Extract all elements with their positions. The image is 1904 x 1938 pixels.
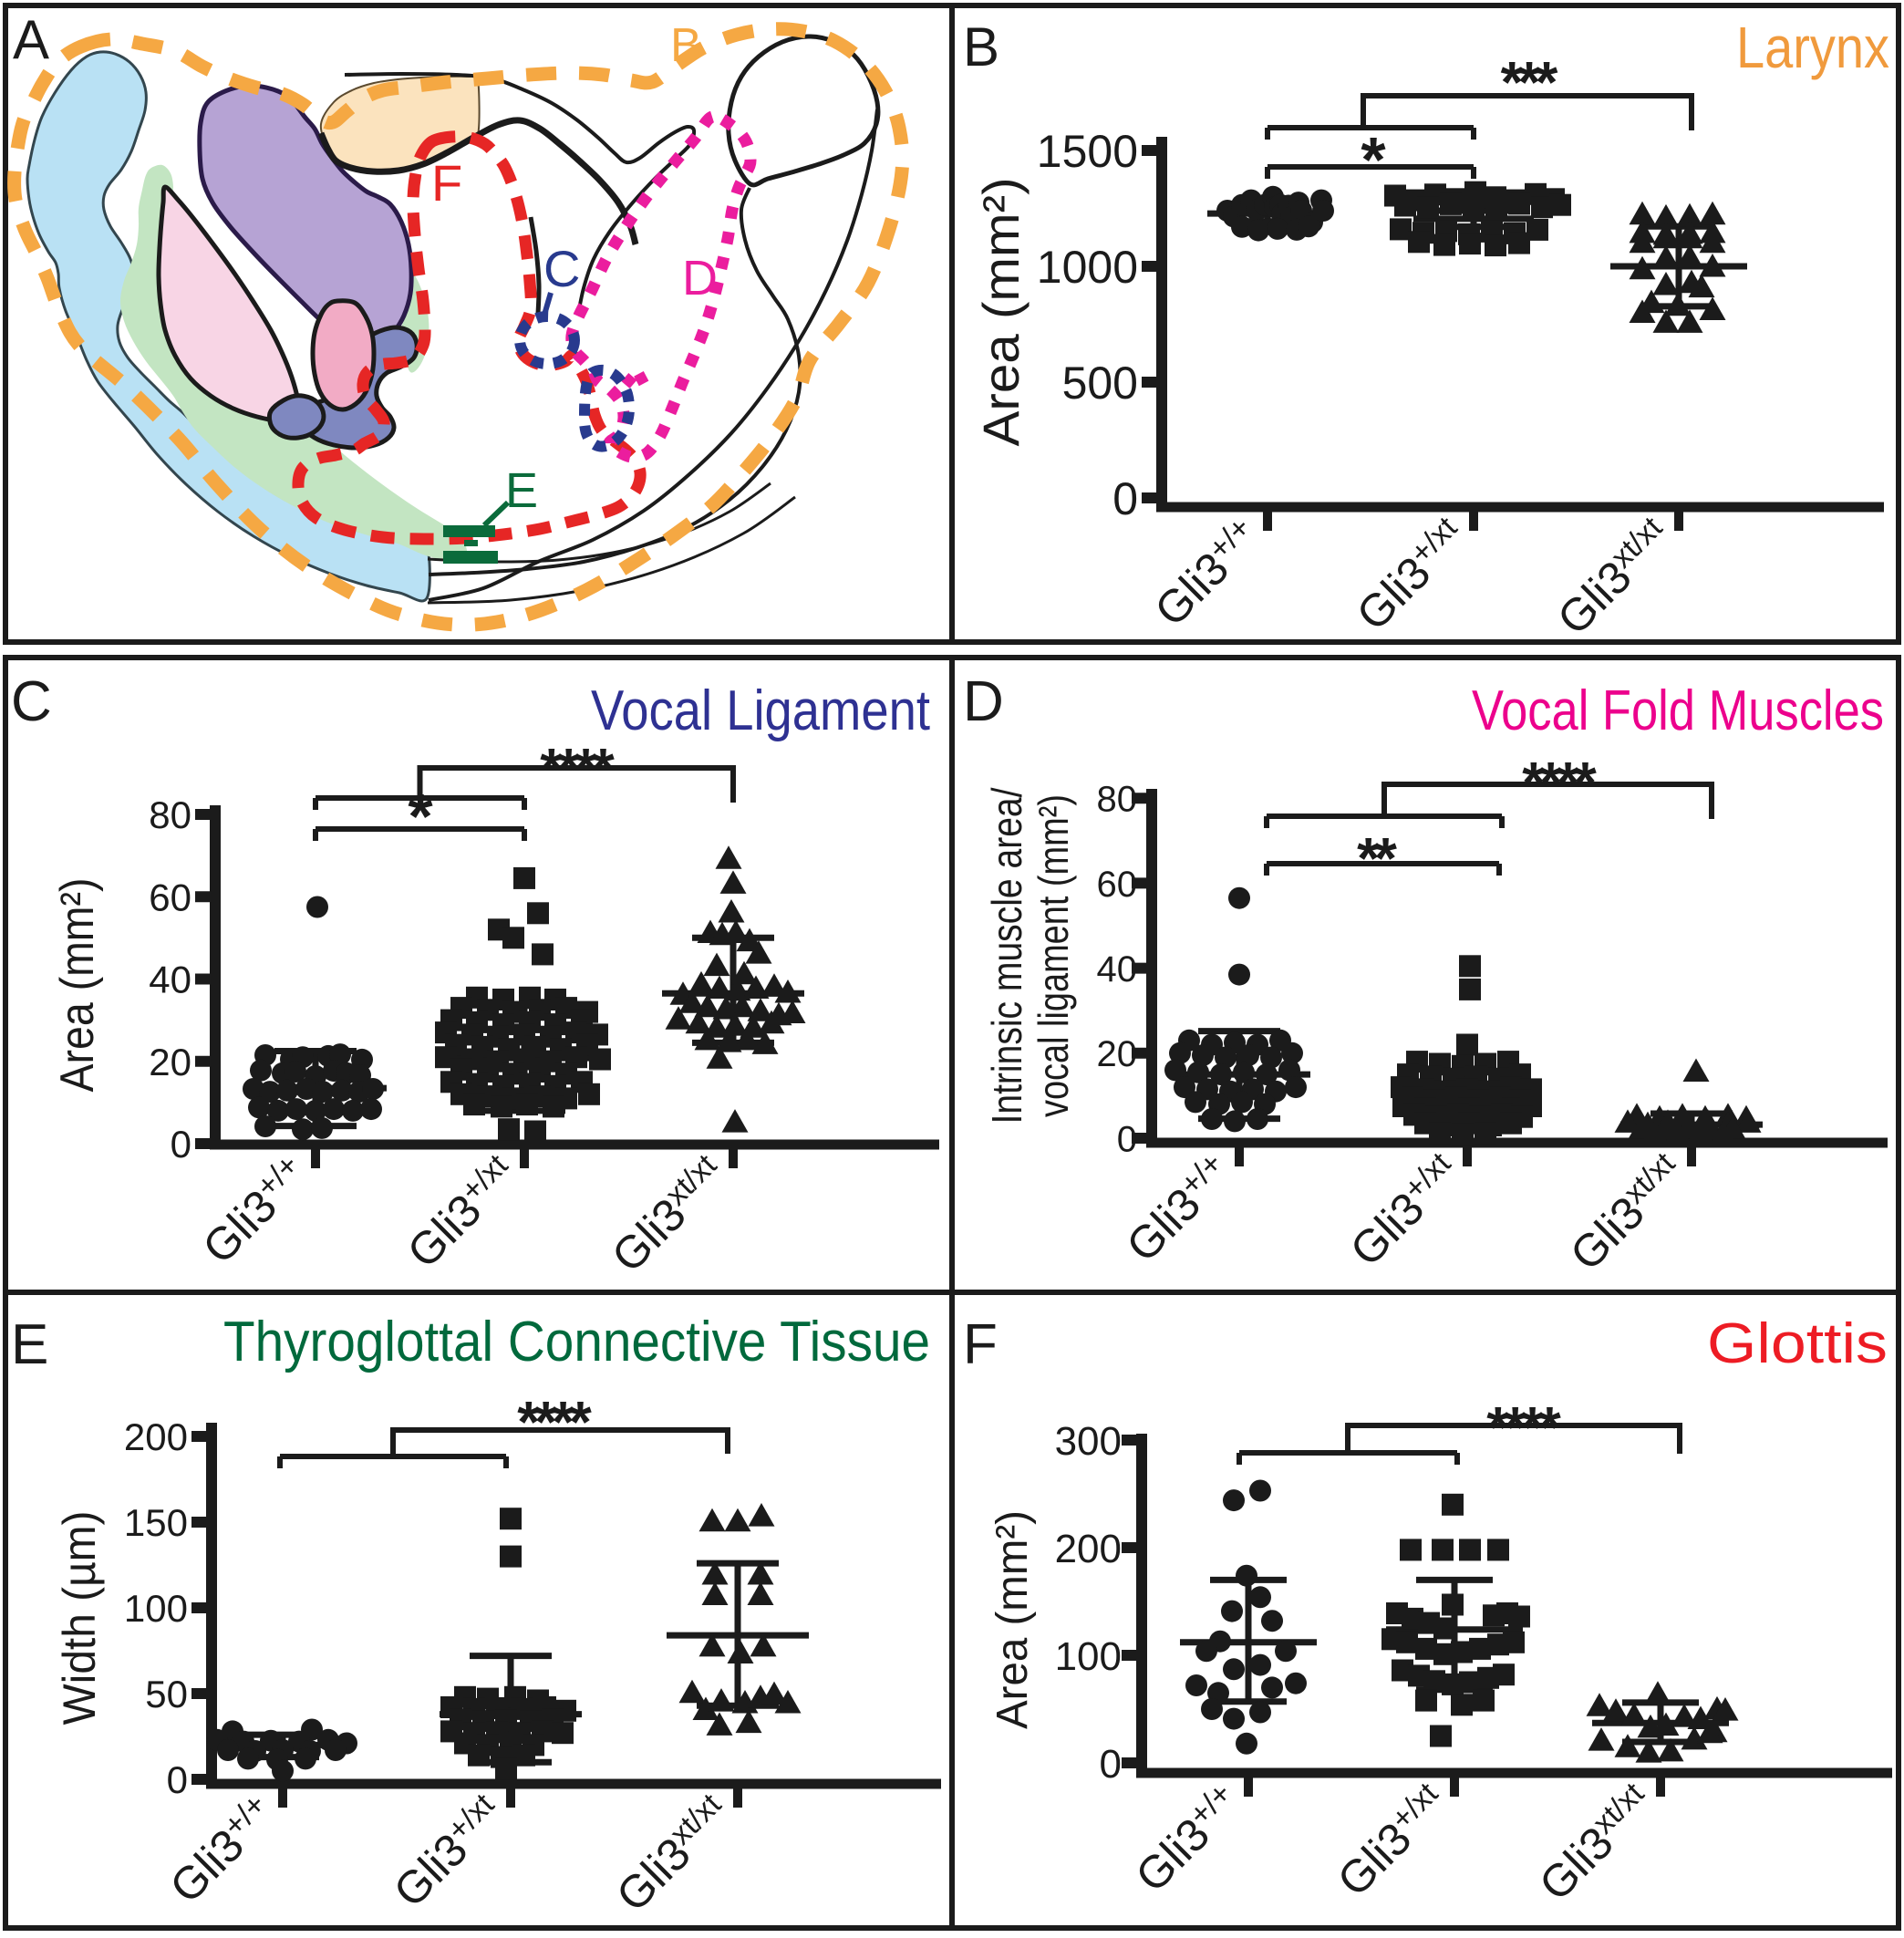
svg-text:****: **** xyxy=(1486,1394,1561,1460)
svg-text:60: 60 xyxy=(1097,865,1138,905)
svg-text:F: F xyxy=(963,1313,998,1376)
svg-text:0: 0 xyxy=(171,1123,191,1166)
svg-text:500: 500 xyxy=(1062,358,1138,409)
svg-text:60: 60 xyxy=(149,876,191,918)
svg-text:E: E xyxy=(505,463,538,518)
svg-text:F: F xyxy=(431,154,462,212)
svg-text:****: **** xyxy=(517,1389,592,1455)
svg-text:40: 40 xyxy=(1097,949,1138,990)
svg-text:0: 0 xyxy=(1112,473,1138,524)
svg-text:40: 40 xyxy=(149,959,191,1001)
svg-text:****: **** xyxy=(540,736,615,802)
svg-text:Vocal Ligament: Vocal Ligament xyxy=(591,679,930,742)
svg-text:80: 80 xyxy=(149,793,191,836)
svg-text:Area (mm²): Area (mm²) xyxy=(972,178,1030,447)
svg-text:E: E xyxy=(11,1313,48,1376)
svg-text:20: 20 xyxy=(1097,1034,1138,1074)
svg-text:150: 150 xyxy=(124,1501,188,1544)
svg-text:1000: 1000 xyxy=(1037,242,1138,293)
svg-text:Vocal Fold Muscles: Vocal Fold Muscles xyxy=(1472,679,1884,742)
svg-text:D: D xyxy=(682,251,718,306)
svg-text:0: 0 xyxy=(167,1758,188,1801)
svg-text:C: C xyxy=(11,670,52,733)
svg-text:0: 0 xyxy=(1100,1742,1122,1787)
svg-text:****: **** xyxy=(1522,750,1597,815)
svg-text:Area (mm²): Area (mm²) xyxy=(51,878,104,1093)
svg-text:D: D xyxy=(963,670,1004,733)
svg-text:A: A xyxy=(13,9,49,70)
svg-text:Glottis: Glottis xyxy=(1707,1312,1888,1375)
svg-text:Larynx: Larynx xyxy=(1736,15,1889,80)
svg-text:300: 300 xyxy=(1055,1419,1122,1464)
svg-text:vocal ligament (mm²): vocal ligament (mm²) xyxy=(1030,794,1077,1117)
svg-text:**: ** xyxy=(1357,825,1397,891)
svg-text:Area (mm²): Area (mm²) xyxy=(988,1510,1037,1729)
svg-text:0: 0 xyxy=(1117,1119,1137,1159)
svg-text:1500: 1500 xyxy=(1037,126,1138,177)
svg-text:200: 200 xyxy=(1055,1527,1122,1571)
svg-text:50: 50 xyxy=(145,1673,188,1715)
svg-text:B: B xyxy=(963,16,999,78)
svg-text:Intrinsic muscle area/: Intrinsic muscle area/ xyxy=(983,787,1030,1124)
svg-text:200: 200 xyxy=(124,1415,188,1458)
svg-text:***: *** xyxy=(1501,49,1558,115)
svg-text:80: 80 xyxy=(1097,780,1138,820)
svg-text:Width (µm): Width (µm) xyxy=(54,1511,105,1726)
svg-text:Thyroglottal Connective Tissue: Thyroglottal Connective Tissue xyxy=(223,1311,930,1373)
svg-text:100: 100 xyxy=(124,1587,188,1630)
svg-text:C: C xyxy=(543,240,580,297)
svg-text:20: 20 xyxy=(149,1041,191,1083)
svg-text:100: 100 xyxy=(1055,1634,1122,1679)
svg-text:B: B xyxy=(670,19,702,72)
